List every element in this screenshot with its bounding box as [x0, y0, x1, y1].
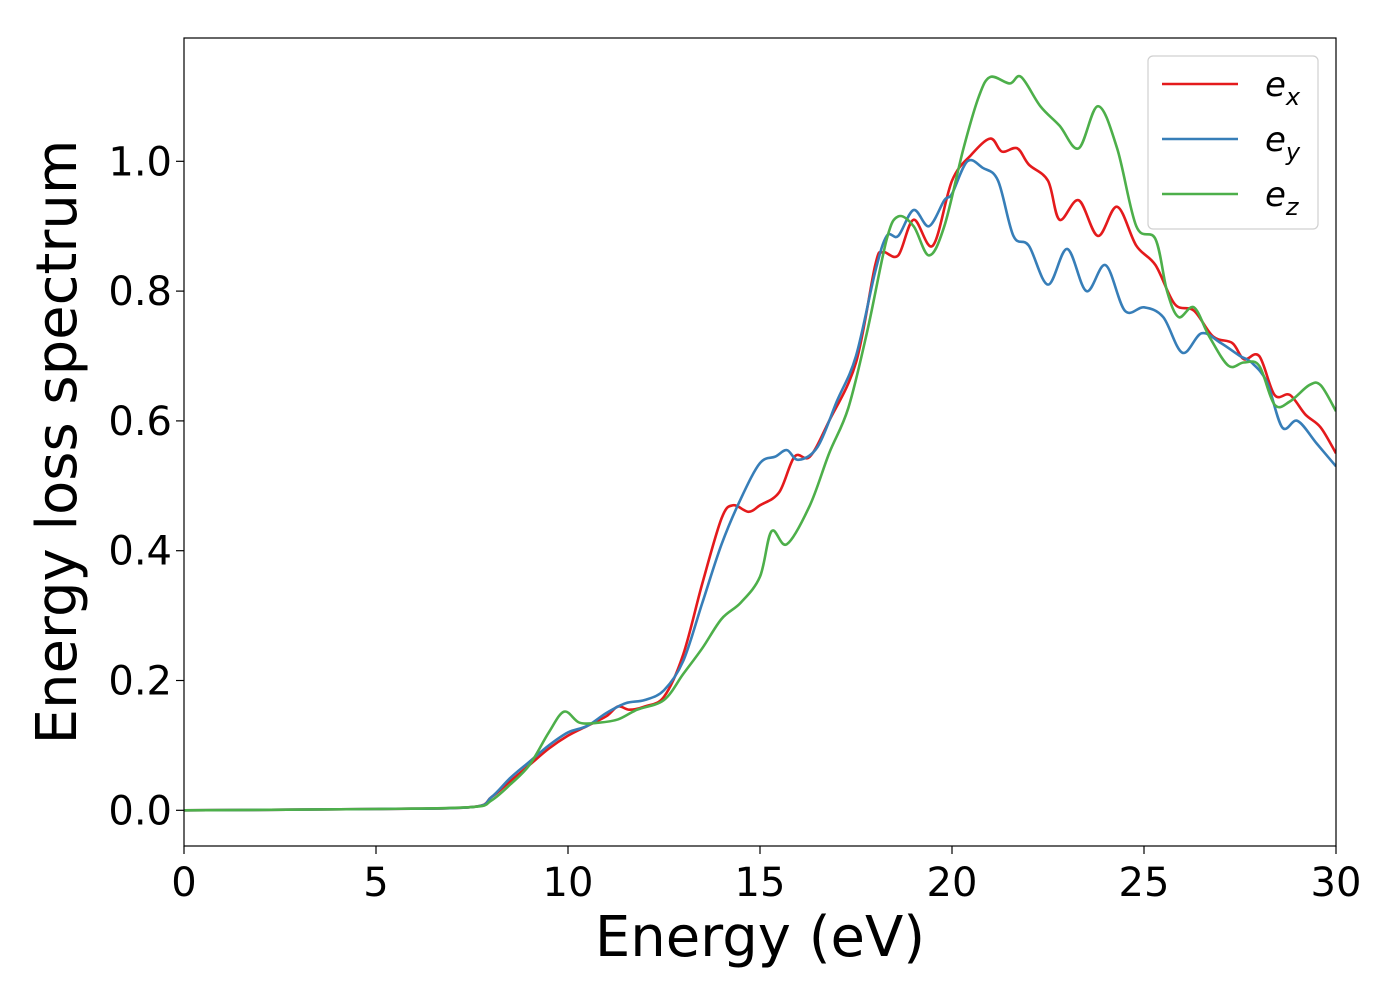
- y-tick-label: 1.0: [108, 139, 172, 185]
- y-tick-label: 0.2: [108, 659, 172, 705]
- legend-label-z: ez: [1265, 175, 1300, 221]
- tick-layer: 0 5 10 15 20 25 30 0.0 0.2 0.4 0.6 0.8 1.0: [108, 139, 1361, 906]
- y-tick-label: 0.6: [108, 399, 172, 445]
- series-line-z: [184, 74, 1336, 812]
- x-tick-label: 5: [363, 860, 388, 906]
- series-layer: [184, 74, 1336, 812]
- legend-label-x: ex: [1265, 65, 1301, 111]
- x-tick-label: 0: [171, 860, 196, 906]
- y-tick-label: 0.0: [108, 788, 172, 834]
- x-tick-label: 20: [927, 860, 978, 906]
- y-tick-label: 0.8: [108, 269, 172, 315]
- y-axis-label: Energy loss spectrum: [25, 140, 90, 745]
- legend-label-y: ey: [1265, 120, 1301, 166]
- x-axis-label: Energy (eV): [595, 905, 925, 970]
- y-tick-label: 0.4: [108, 529, 172, 575]
- x-tick-label: 10: [543, 860, 594, 906]
- legend-box: [1147, 55, 1319, 230]
- series-line-x: [184, 137, 1336, 812]
- series-line-y: [184, 158, 1336, 812]
- x-tick-label: 30: [1311, 860, 1362, 906]
- x-tick-label: 25: [1119, 860, 1170, 906]
- legend: ex ey ez: [1147, 55, 1319, 230]
- x-tick-label: 15: [735, 860, 786, 906]
